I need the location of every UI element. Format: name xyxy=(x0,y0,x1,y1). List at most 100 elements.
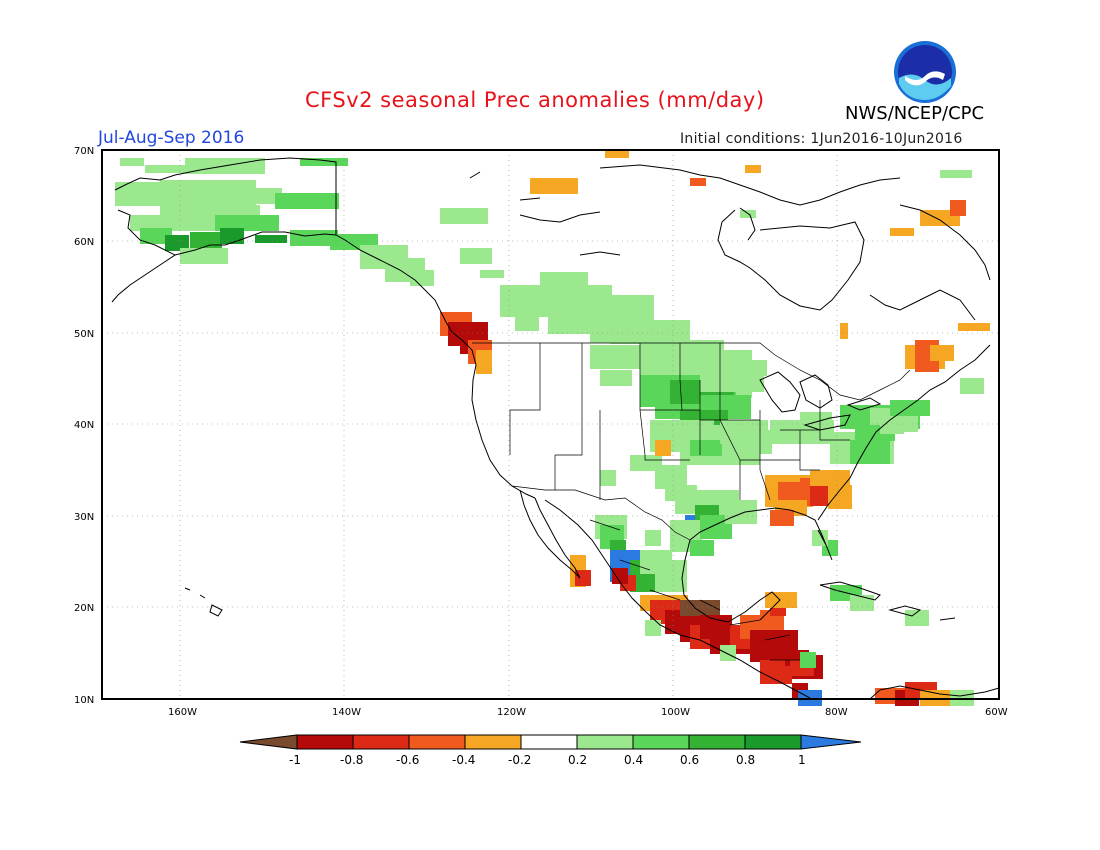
anomaly-cell xyxy=(745,165,761,173)
longitude-labels: 160W 140W 120W 100W 80W 60W xyxy=(168,707,1008,718)
anomaly-cell xyxy=(655,440,671,456)
anomaly-cell xyxy=(725,500,757,524)
colorbar-bin xyxy=(408,734,466,750)
anomaly-cell xyxy=(690,178,706,186)
anomaly-cell xyxy=(800,412,832,428)
anomaly-cell xyxy=(810,470,850,486)
noaa-logo-icon xyxy=(894,41,956,103)
borders xyxy=(472,342,911,661)
colorbar-bin xyxy=(464,734,522,750)
anomaly-cell xyxy=(850,595,874,611)
map-title: CFSv2 seasonal Prec anomalies (mm/day) xyxy=(305,88,765,112)
initial-conditions-label: Initial conditions: 1Jun2016-10Jun2016 xyxy=(680,131,963,147)
lon-label: 60W xyxy=(985,707,1008,718)
anomaly-cell xyxy=(680,600,720,616)
anomaly-cell xyxy=(540,272,588,288)
anomaly-cell xyxy=(300,158,348,166)
anomaly-cell xyxy=(575,570,591,586)
colorbar-arrow-high xyxy=(800,734,862,750)
lat-label: 30N xyxy=(74,512,94,523)
colorbar-tick-label: 1 xyxy=(798,753,806,767)
anomaly-cell xyxy=(720,645,736,661)
lat-label: 70N xyxy=(74,146,94,157)
anomaly-cell xyxy=(515,315,539,331)
anomaly-cell xyxy=(645,620,661,636)
anomaly-cell xyxy=(140,228,172,244)
lat-label: 20N xyxy=(74,603,94,614)
lat-label: 60N xyxy=(74,237,94,248)
colorbar xyxy=(239,734,862,750)
anomaly-cell xyxy=(765,592,797,608)
lon-label: 120W xyxy=(497,707,526,718)
anomaly-cell xyxy=(840,323,848,339)
colorbar-bin xyxy=(352,734,410,750)
colorbar-bin xyxy=(688,734,746,750)
agency-label: NWS/NCEP/CPC xyxy=(845,103,985,124)
anomaly-cell xyxy=(600,470,616,486)
anomaly-cell xyxy=(960,378,984,394)
lon-label: 100W xyxy=(661,707,690,718)
latitude-labels: 70N 60N 50N 40N 30N 20N 10N xyxy=(74,146,94,706)
anomaly-cell xyxy=(958,323,990,331)
anomaly-cell xyxy=(690,440,722,456)
colorbar-tick-label: -0.6 xyxy=(396,753,419,767)
coastlines xyxy=(111,157,1000,700)
colorbar-tick-label: -0.2 xyxy=(508,753,531,767)
anomaly-cell xyxy=(740,430,772,454)
anomaly-cell xyxy=(905,610,929,626)
colorbar-bin xyxy=(296,734,354,750)
colorbar-labels: -1 -0.8 -0.6 -0.4 -0.2 0.2 0.4 0.6 0.8 1 xyxy=(289,753,806,767)
colorbar-tick-label: -1 xyxy=(289,753,301,767)
anomaly-cell xyxy=(215,215,279,231)
map-frame xyxy=(101,149,1000,700)
anomaly-cell xyxy=(145,165,193,173)
anomaly-cell xyxy=(940,170,972,178)
anomaly-cell xyxy=(410,270,434,286)
colorbar-arrow-low xyxy=(239,734,298,750)
anomaly-cell xyxy=(600,370,632,386)
anomaly-cell xyxy=(690,540,714,556)
period-label: Jul-Aug-Sep 2016 xyxy=(98,128,245,148)
anomaly-cell xyxy=(890,228,914,236)
anomaly-cell xyxy=(735,360,767,376)
colorbar-bin xyxy=(744,734,802,750)
anomaly-cell xyxy=(930,345,954,361)
anomaly-cell xyxy=(880,418,904,434)
anomaly-cell xyxy=(480,270,504,278)
lon-label: 80W xyxy=(825,707,848,718)
colorbar-tick-label: -0.4 xyxy=(452,753,475,767)
colorbar-tick-label: 0.2 xyxy=(568,753,587,767)
colorbar-tick-label: -0.8 xyxy=(340,753,363,767)
anomaly-cell xyxy=(890,400,930,416)
colorbar-tick-label: 0.8 xyxy=(736,753,755,767)
colorbar-bin xyxy=(576,734,634,750)
anomaly-cell xyxy=(250,188,282,204)
anomaly-cell xyxy=(275,193,339,209)
colorbar-bin xyxy=(632,734,690,750)
lat-label: 10N xyxy=(74,695,94,706)
anomaly-cell xyxy=(655,560,687,592)
anomaly-cell xyxy=(800,652,816,668)
lon-label: 160W xyxy=(168,707,197,718)
anomaly-cell xyxy=(460,248,492,264)
anomaly-cell xyxy=(612,568,628,584)
anomaly-cell xyxy=(120,158,144,166)
anomaly-cell xyxy=(605,150,629,158)
colorbar-bin xyxy=(520,734,578,750)
anomaly-cell xyxy=(220,228,244,244)
colorbar-tick-label: 0.4 xyxy=(624,753,643,767)
lon-label: 140W xyxy=(332,707,361,718)
lat-label: 40N xyxy=(74,420,94,431)
anomaly-cell xyxy=(476,350,492,374)
anomaly-cell xyxy=(165,235,189,251)
anomaly-cell xyxy=(700,395,748,411)
anomaly-cell xyxy=(530,178,578,194)
colorbar-tick-label: 0.6 xyxy=(680,753,699,767)
anomaly-cell xyxy=(440,208,488,224)
anomaly-cell xyxy=(190,232,222,248)
anomaly-cell xyxy=(180,248,228,264)
lat-label: 50N xyxy=(74,329,94,340)
anomaly-cell xyxy=(645,530,661,546)
anomaly-cell xyxy=(770,510,794,526)
